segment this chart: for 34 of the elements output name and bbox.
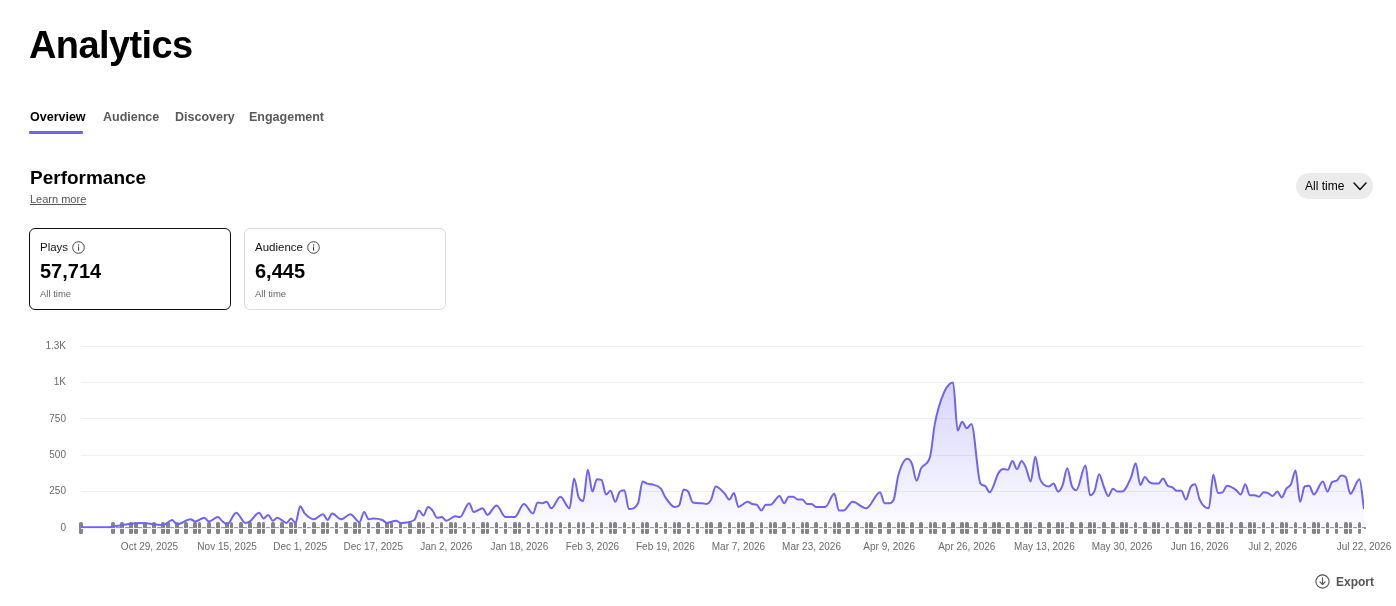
x-tick-label: Mar 7, 2026	[711, 540, 766, 552]
x-tick-label: Jan 2, 2026	[420, 540, 473, 552]
y-tick-label: 0	[60, 521, 67, 533]
x-tick-label: Apr 9, 2026	[863, 540, 916, 552]
text: Export	[1336, 574, 1375, 589]
period-dropdown: All time	[1296, 173, 1373, 199]
x-tick-label: Jul 22, 2026	[1336, 540, 1392, 552]
x-tick-label: Jan 18, 2026	[490, 540, 549, 552]
x-tick-label: Mar 23, 2026	[782, 540, 842, 552]
x-tick-label: May 30, 2026	[1091, 540, 1153, 552]
x-tick-label: Feb 3, 2026	[565, 540, 620, 552]
y-tick-label: 1K	[53, 376, 67, 388]
stat-card: Plays 57,714 All time	[29, 228, 231, 310]
x-tick-label: Dec 1, 2025	[273, 540, 328, 552]
x-tick-label: Oct 29, 2025	[120, 540, 179, 552]
x-tick-label: May 13, 2026	[1014, 540, 1076, 552]
y-tick-label: 500	[49, 448, 67, 460]
x-tick-label: Feb 19, 2026	[635, 540, 696, 552]
x-tick-label: Jul 2, 2026	[1248, 540, 1298, 552]
text: Analytics	[29, 24, 193, 66]
x-tick-label: Dec 17, 2025	[343, 540, 404, 552]
x-tick-label: Jun 16, 2026	[1170, 540, 1229, 552]
stat-card: Audience 6,445 All time	[244, 228, 446, 310]
chart-subtitle: Learn more	[30, 192, 87, 206]
text: Discovery	[175, 109, 235, 125]
x-tick-label: Nov 15, 2025	[197, 540, 258, 552]
y-tick-label: 250	[49, 485, 67, 497]
x-tick-label: Apr 26, 2026	[938, 540, 996, 552]
text: Overview	[30, 109, 86, 125]
chart-title: Performance	[30, 167, 147, 189]
text: Audience	[103, 109, 160, 125]
text: Engagement	[249, 109, 325, 125]
y-tick-label: 1.3K	[45, 339, 67, 351]
y-tick-label: 750	[49, 412, 67, 424]
